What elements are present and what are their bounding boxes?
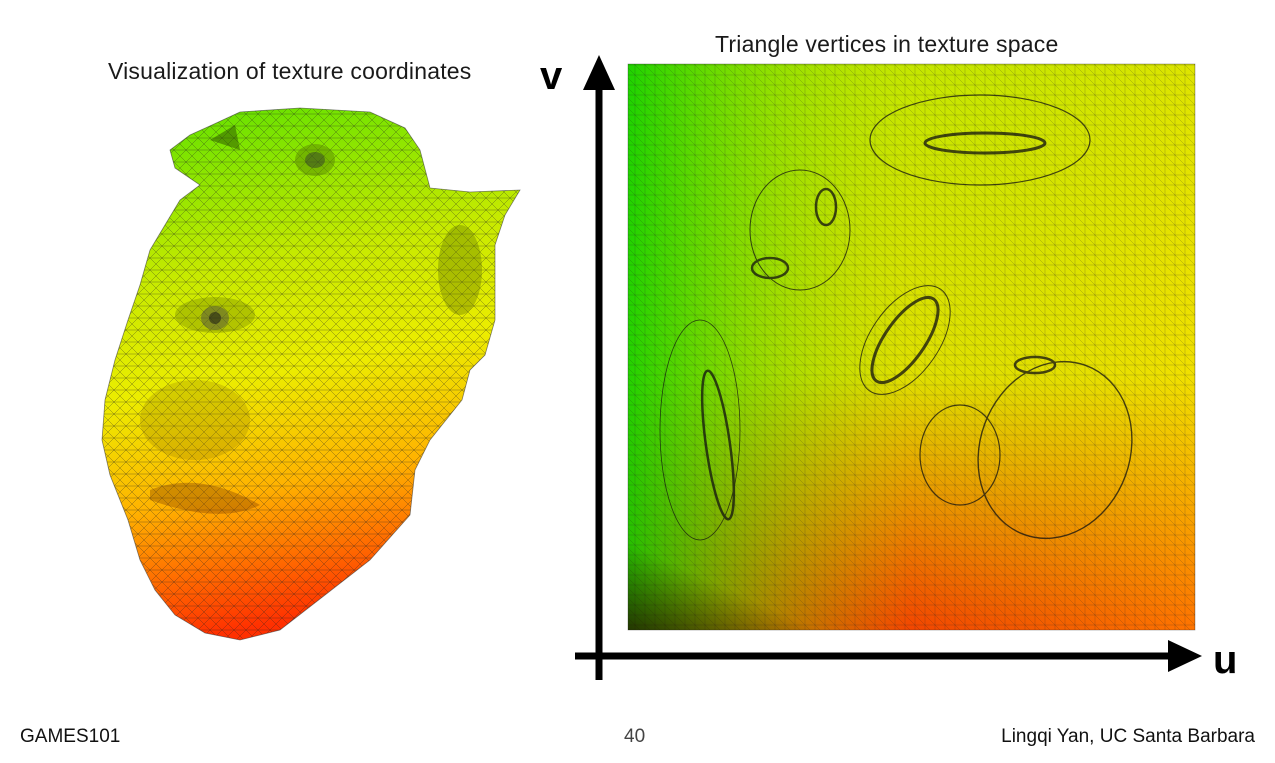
footer-author: Lingqi Yan, UC Santa Barbara (1001, 726, 1255, 747)
u-axis-label: u (1213, 638, 1238, 682)
uv-island-eye-a (814, 187, 838, 227)
left-figure-title: Visualization of texture coordinates (108, 58, 472, 84)
mouth-region (150, 482, 260, 514)
ear-region (438, 225, 482, 315)
v-axis-arrowhead (583, 55, 615, 90)
footer-course-name: GAMES101 (20, 726, 121, 747)
uv-axes (575, 55, 1202, 680)
uv-island-nose (700, 369, 736, 521)
uv-island-eye-b (750, 256, 790, 280)
right-figure-title: Triangle vertices in texture space (715, 31, 1059, 57)
uv-island-eye-c (870, 295, 940, 385)
v-axis-label: v (540, 54, 563, 98)
u-axis-arrowhead (1168, 640, 1202, 672)
brow-bump (295, 144, 335, 176)
nose-region (140, 380, 250, 460)
uv-island-brow (869, 94, 1091, 186)
page-number: 40 (624, 726, 646, 747)
uv-island-ear (977, 360, 1133, 540)
